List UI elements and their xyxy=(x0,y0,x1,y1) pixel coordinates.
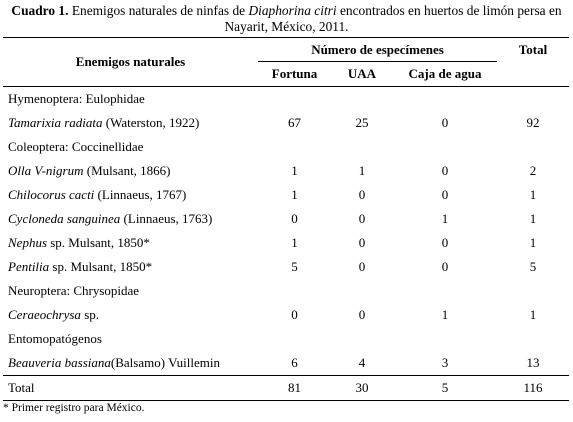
uaa-value: 25 xyxy=(355,115,369,130)
species-name: Nephus xyxy=(8,235,47,250)
total-row: Total 81 30 5 116 xyxy=(3,375,570,401)
uaa-value: 0 xyxy=(358,187,366,202)
table-header-row: Enemigos naturales Número de especímenes… xyxy=(3,37,570,87)
total-value: 92 xyxy=(526,115,540,130)
total-label: Total xyxy=(3,375,258,401)
total-value: 1 xyxy=(529,307,537,322)
species-author: sp. Mulsant, 1850* xyxy=(47,235,150,250)
header-total: Total xyxy=(497,37,570,87)
fortuna-value: 67 xyxy=(288,115,301,130)
species-name: Cycloneda sanguinea xyxy=(8,211,121,226)
species-cell: Pentilia sp. Mulsant, 1850* xyxy=(3,255,258,279)
caja-de-agua-value: 0 xyxy=(441,235,449,250)
caption-text-after: encontrados en huertos de limón persa en… xyxy=(224,3,562,34)
header-fortuna: Fortuna xyxy=(258,61,331,87)
table-row: Chilocorus cacti (Linnaeus, 1767) 1 0 0 1 xyxy=(3,183,569,207)
uaa-value: 0 xyxy=(358,235,366,250)
species-name: Pentilia xyxy=(8,259,50,274)
table-row: Pentilia sp. Mulsant, 1850* 5 0 0 5 xyxy=(3,255,569,279)
table-row: Nephus sp. Mulsant, 1850* 1 0 0 1 xyxy=(3,231,569,255)
species-author: (Linnaeus, 1763) xyxy=(120,211,213,226)
caja-de-agua-total: 5 xyxy=(393,375,498,401)
fortuna-value: 6 xyxy=(291,355,298,370)
footnote: * Primer registro para México. xyxy=(3,402,145,414)
species-name: Olla V-nigrum xyxy=(8,163,84,178)
caja-de-agua-value: 0 xyxy=(441,187,449,202)
uaa-value: 4 xyxy=(358,355,366,370)
species-author: sp. xyxy=(80,307,99,322)
uaa-value: 1 xyxy=(358,163,366,178)
fortuna-value: 0 xyxy=(291,307,298,322)
total-value: 5 xyxy=(529,259,537,274)
species-name: Chilocorus cacti xyxy=(8,187,95,202)
total-value: 1 xyxy=(529,235,537,250)
caption-species: Diaphorina citri xyxy=(248,3,337,18)
species-cell: Chilocorus cacti (Linnaeus, 1767) xyxy=(3,183,258,207)
species-author: (Linnaeus, 1767) xyxy=(94,187,187,202)
species-cell: Cycloneda sanguinea (Linnaeus, 1763) xyxy=(3,207,258,231)
species-author: (Waterston, 1922) xyxy=(102,115,200,130)
fortuna-total: 81 xyxy=(258,375,331,401)
caja-de-agua-value: 0 xyxy=(441,163,449,178)
species-name: Ceraeochrysa xyxy=(8,307,81,322)
uaa-value: 0 xyxy=(358,307,366,322)
total-value: 1 xyxy=(529,211,537,226)
header-uaa: UAA xyxy=(331,61,393,87)
total-value: 13 xyxy=(526,355,540,370)
group-row: Neuroptera: Chrysopidae xyxy=(3,279,569,303)
uaa-value: 0 xyxy=(358,211,366,226)
fortuna-value: 5 xyxy=(291,259,298,274)
group-name: Coleoptera: Coccinellidae xyxy=(8,139,144,154)
fortuna-value: 0 xyxy=(291,211,298,226)
species-name: Beauveria bassiana xyxy=(8,355,111,370)
species-name: Tamarixia radiata xyxy=(8,115,103,130)
uaa-value: 0 xyxy=(358,259,366,274)
grand-total: 116 xyxy=(497,375,570,401)
caja-de-agua-value: 1 xyxy=(441,307,449,322)
group-row: Hymenoptera: Eulophidae xyxy=(3,87,569,112)
group-name: Neuroptera: Chrysopidae xyxy=(8,283,140,298)
species-cell: Ceraeochrysa sp. xyxy=(3,303,258,327)
caja-de-agua-value: 0 xyxy=(441,259,449,274)
total-value: 2 xyxy=(529,163,537,178)
table-caption: Cuadro 1. Enemigos naturales de ninfas d… xyxy=(4,3,569,35)
species-author: (Balsamo) Vuillemin xyxy=(110,355,221,370)
group-name: Hymenoptera: Eulophidae xyxy=(8,91,145,106)
uaa-total: 30 xyxy=(331,375,393,401)
caja-de-agua-value: 3 xyxy=(441,355,449,370)
species-cell: Nephus sp. Mulsant, 1850* xyxy=(3,231,258,255)
group-row: Entomopatógenos xyxy=(3,327,569,351)
species-cell: Tamarixia radiata (Waterston, 1922) xyxy=(3,111,258,135)
group-name: Entomopatógenos xyxy=(8,331,102,346)
group-row: Coleoptera: Coccinellidae xyxy=(3,135,569,159)
species-cell: Olla V-nigrum (Mulsant, 1866) xyxy=(3,159,258,183)
specimens-table: Enemigos naturales Número de especímenes… xyxy=(3,37,570,401)
fortuna-value: 1 xyxy=(291,187,298,202)
table-body: Hymenoptera: Eulophidae Tamarixia radiata… xyxy=(3,87,570,401)
species-author: (Mulsant, 1866) xyxy=(83,163,171,178)
table-row: Beauveria bassiana(Balsamo) Vuillemin 6 4 3… xyxy=(3,351,569,376)
table-row: Cycloneda sanguinea (Linnaeus, 1763) 0 0 1 1 xyxy=(3,207,569,231)
header-specimens: Número de especímenes xyxy=(258,37,498,62)
table-row: Ceraeochrysa sp. 0 0 1 1 xyxy=(3,303,569,327)
fortuna-value: 1 xyxy=(291,235,298,250)
fortuna-value: 1 xyxy=(291,163,298,178)
header-enemies: Enemigos naturales xyxy=(3,37,258,87)
table-subheader-row: Fortuna UAA Caja de agua xyxy=(3,61,570,87)
species-author: sp. Mulsant, 1850* xyxy=(49,259,153,274)
caption-text-before: Enemigos naturales de ninfas de xyxy=(68,3,249,18)
table-row: Tamarixia radiata (Waterston, 1922) 67 25 0… xyxy=(3,111,569,135)
caja-de-agua-value: 0 xyxy=(441,115,449,130)
header-caja-de-agua: Caja de agua xyxy=(393,61,498,87)
table-row: Olla V-nigrum (Mulsant, 1866) 1 1 0 2 xyxy=(3,159,569,183)
caption-label: Cuadro 1. xyxy=(11,3,69,18)
species-cell: Beauveria bassiana(Balsamo) Vuillemin xyxy=(3,351,258,376)
caja-de-agua-value: 1 xyxy=(441,211,449,226)
total-value: 1 xyxy=(529,187,537,202)
